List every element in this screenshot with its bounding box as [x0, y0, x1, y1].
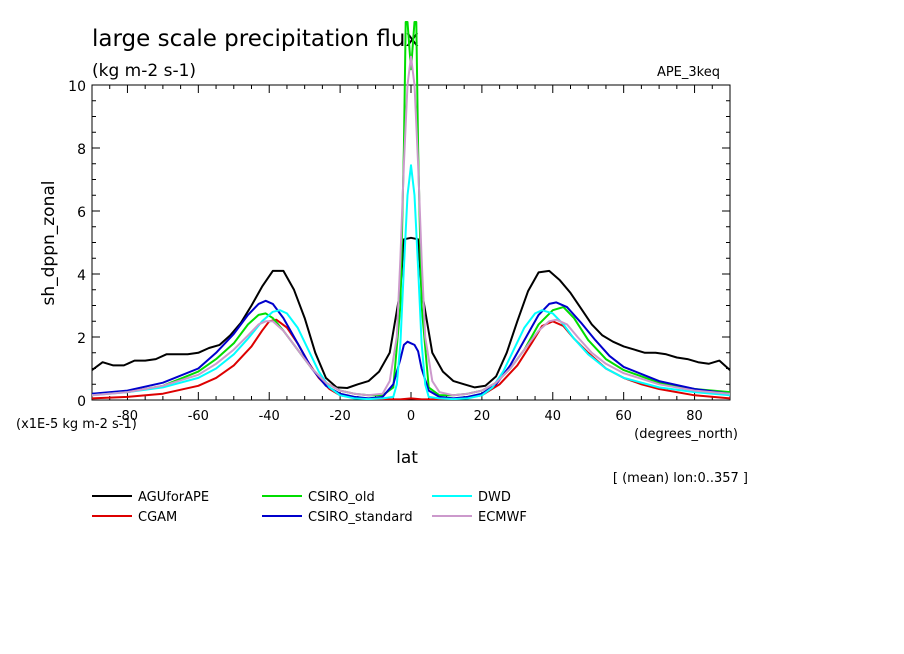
- y-tick-label: 6: [77, 205, 86, 221]
- x-tick-label: -20: [329, 409, 350, 424]
- experiment-label: APE_3keq: [657, 65, 720, 80]
- series-line-csiro-old: [92, 21, 730, 397]
- legend: AGUforAPE CGAM CSIRO_old CSIRO_standard DWD E…: [92, 490, 527, 525]
- series-line-dwd: [92, 164, 730, 400]
- chart-subtitle: (kg m-2 s-1): [92, 61, 196, 81]
- legend-label-csiro-old: CSIRO_old: [308, 490, 375, 505]
- y-tick-label: 8: [77, 142, 86, 158]
- legend-label-ecmwf: ECMWF: [478, 510, 527, 525]
- x-tick-label: 80: [686, 409, 703, 424]
- y-axis-label: sh_dppn_zonal: [39, 180, 59, 305]
- y-tick-label: 2: [77, 331, 86, 347]
- legend-label-csiro-standard: CSIRO_standard: [308, 510, 413, 525]
- series-line-ecmwf: [92, 55, 730, 397]
- x-tick-label: -60: [188, 409, 209, 424]
- x-tick-label: -40: [259, 409, 280, 424]
- legend-label-dwd: DWD: [478, 490, 511, 505]
- y-tick-label: 0: [77, 394, 86, 410]
- series-line-cgam: [92, 318, 730, 400]
- y-tick-label: 10: [68, 79, 86, 95]
- x-tick-label: -80: [117, 409, 138, 424]
- x-tick-label: 0: [407, 409, 415, 424]
- chart-title: large scale precipitation flux: [92, 26, 419, 52]
- series-line-aguforape: [92, 236, 730, 389]
- x-tick-label: 20: [474, 409, 491, 424]
- legend-label-aguforape: AGUforAPE: [138, 490, 209, 505]
- y-tick-label: 4: [77, 268, 86, 284]
- plot-area: -80 -60 -40 -20 0 20 40 60 80 0 2 4 6 8 10: [68, 21, 731, 424]
- y-scale-note: (x1E-5 kg m-2 s-1): [16, 417, 137, 432]
- legend-label-cgam: CGAM: [138, 510, 177, 525]
- footnote: [ (mean) lon:0..357 ]: [613, 471, 748, 486]
- plot-frame: [91, 84, 731, 401]
- series-group: [92, 21, 730, 400]
- x-tick-label: 60: [615, 409, 632, 424]
- x-tick-label: 40: [545, 409, 562, 424]
- x-axis-label: lat: [396, 448, 418, 468]
- series-line-csiro-standard: [92, 299, 730, 400]
- x-axis-unit: (degrees_north): [634, 427, 738, 442]
